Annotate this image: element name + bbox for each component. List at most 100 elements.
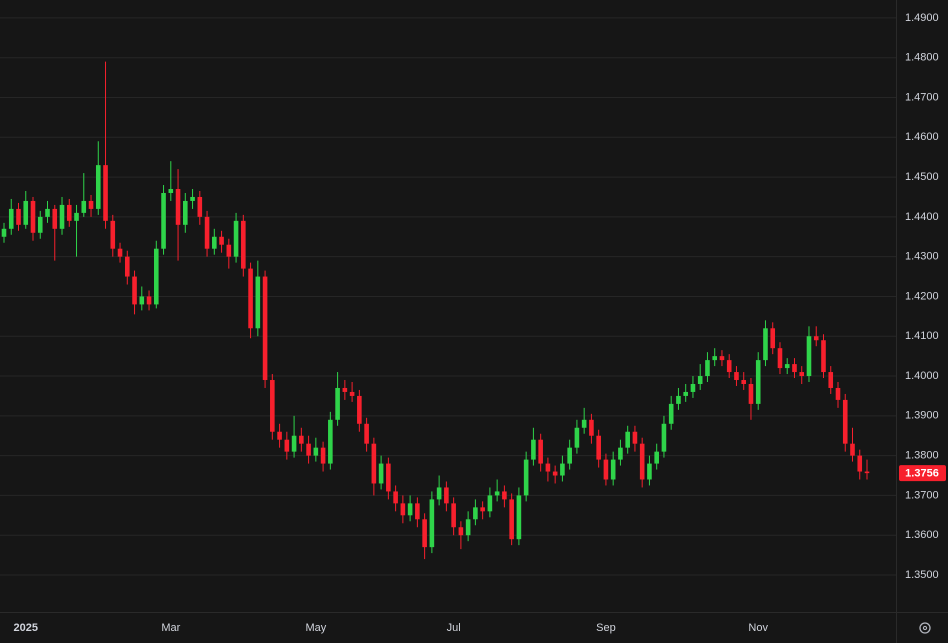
candle-body: [66, 204, 72, 221]
candle-body: [110, 220, 116, 249]
candle-body: [393, 491, 398, 504]
x-tick-label: Nov: [748, 622, 768, 634]
x-tick-label: May: [305, 622, 326, 634]
last-price-tag: [899, 465, 946, 482]
y-tick-label: 1.4600: [905, 131, 939, 143]
candle-body: [792, 364, 797, 373]
candle-body: [103, 165, 108, 221]
candle-body: [81, 200, 87, 213]
candle-body: [473, 507, 478, 520]
candle-body: [161, 192, 166, 249]
candle-body: [95, 165, 101, 209]
grid: [0, 17, 896, 576]
y-tick-label: 1.3800: [905, 450, 939, 462]
candle-body: [270, 380, 275, 432]
candle-body: [487, 495, 493, 512]
candle-body: [386, 463, 391, 492]
candle-body: [654, 451, 659, 464]
settings-button[interactable]: [919, 622, 931, 634]
y-tick-label: 1.3700: [905, 489, 939, 501]
candle-body: [705, 360, 710, 377]
candle-body: [639, 443, 645, 480]
candle-body: [429, 499, 435, 548]
candle-body: [117, 248, 123, 257]
settings-icon[interactable]: [919, 622, 931, 634]
candle-body: [683, 391, 688, 396]
axes: 1.3500 1.3600 1.3700 1.3800 1.3900 1.4000 1.41…: [14, 12, 946, 634]
candle-body: [668, 403, 674, 424]
candle-body: [52, 208, 58, 229]
y-tick-label: 1.4400: [905, 211, 939, 223]
candle-body: [770, 328, 776, 349]
candle-body: [59, 204, 65, 229]
candle-body: [313, 447, 319, 456]
candle-body: [661, 423, 667, 452]
candle-body: [212, 236, 217, 249]
candle-body: [835, 387, 841, 400]
candle-body: [306, 443, 311, 456]
y-tick-label: 1.4700: [905, 91, 939, 103]
candle-body: [415, 503, 420, 520]
candle-body: [422, 519, 427, 548]
candle-body: [596, 435, 601, 460]
candle-body: [284, 439, 290, 452]
candle-body: [755, 360, 761, 404]
candle-body: [690, 383, 696, 392]
candle-body: [364, 423, 369, 444]
candle-body: [480, 507, 485, 512]
candle-body: [328, 419, 333, 464]
candle-body: [436, 487, 442, 500]
candle-body: [197, 196, 203, 217]
y-tick-label: 1.4300: [905, 251, 939, 263]
candle-body: [30, 200, 36, 233]
candle-body: [342, 387, 348, 392]
y-tick-label: 1.4000: [905, 370, 939, 382]
y-tick-label: 1.3600: [905, 529, 939, 541]
y-tick-label: 1.4800: [905, 52, 939, 64]
candle-body: [632, 431, 638, 444]
candle-body: [842, 399, 848, 444]
candle-body: [190, 196, 195, 201]
x-tick-label: Mar: [161, 622, 180, 634]
candle-body: [146, 296, 152, 305]
candle-body: [233, 220, 239, 257]
candle-body: [516, 495, 522, 540]
settings-icon-center[interactable]: [922, 625, 928, 631]
candle-body: [465, 519, 471, 536]
candle-body: [697, 376, 703, 384]
candle-body: [357, 395, 362, 424]
candle-body: [763, 328, 768, 361]
candle-body: [175, 189, 181, 225]
candle-body: [864, 471, 870, 474]
candle-body: [204, 216, 210, 249]
candle-body: [262, 276, 268, 381]
candle-body: [45, 208, 50, 217]
candle-body: [349, 391, 355, 396]
candle-body: [799, 372, 805, 377]
candle-body: [1, 228, 7, 237]
candle-body: [277, 431, 282, 440]
y-tick-label: 1.4200: [905, 290, 939, 302]
candle-body: [821, 340, 826, 373]
x-tick-label: 2025: [14, 622, 38, 634]
candle-body: [444, 487, 449, 504]
candle-body: [676, 395, 681, 404]
candle-body: [451, 503, 456, 528]
candle-body: [407, 503, 413, 516]
candle-body: [248, 268, 253, 329]
candle-body: [132, 276, 137, 305]
candle-body: [777, 348, 783, 369]
y-tick-label: 1.4500: [905, 171, 939, 183]
candle-body: [168, 189, 174, 193]
candle-body: [560, 463, 565, 476]
candle-body: [299, 435, 304, 444]
candle-body: [509, 499, 514, 540]
candle-body: [523, 459, 529, 496]
candle-body: [538, 439, 543, 464]
candle-body: [226, 244, 232, 257]
candle-body: [726, 360, 732, 373]
candle-body: [124, 256, 130, 277]
